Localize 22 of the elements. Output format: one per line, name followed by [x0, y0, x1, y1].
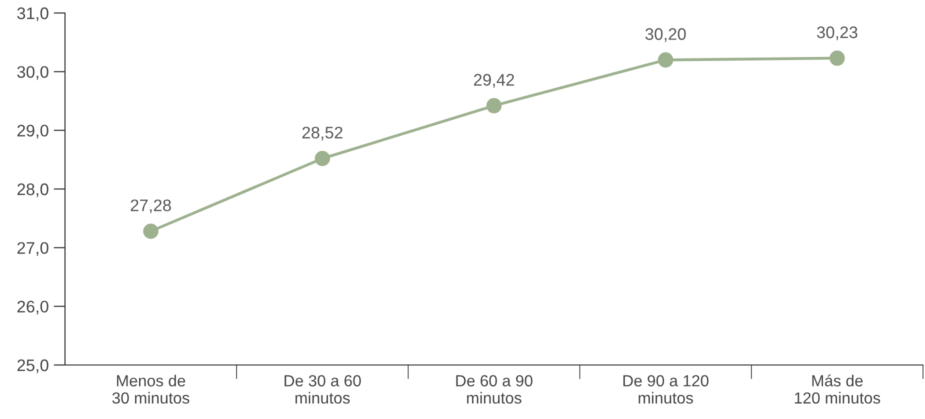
- data-label: 30,23: [816, 26, 858, 40]
- point: [143, 224, 158, 239]
- data-label: 27,28: [130, 199, 171, 214]
- y-tick-label: 25,0: [17, 359, 48, 374]
- data-label: 29,42: [474, 74, 514, 88]
- x-tick-label: Menos de 30 minutos: [112, 374, 190, 404]
- y-tick-label: 31,0: [17, 7, 48, 22]
- point: [486, 98, 502, 114]
- y-tick-label: 28,0: [17, 183, 48, 198]
- point: [658, 52, 674, 68]
- x-tick-label: De 30 a 60 minutos: [284, 375, 361, 404]
- data-label: 30,20: [645, 28, 686, 42]
- y-tick-label: 30,0: [17, 66, 48, 80]
- y-tick-label: 27,0: [17, 242, 48, 256]
- y-tick-label: 26,0: [17, 300, 48, 315]
- point: [314, 150, 330, 166]
- point: [830, 50, 845, 66]
- data-label: 28,52: [302, 126, 342, 140]
- x-tick-label: De 60 a 90 minutos: [456, 375, 532, 404]
- y-tick-label: 29,0: [17, 124, 48, 139]
- x-tick-label: De 90 a 120 minutos: [623, 375, 708, 404]
- x-tick-label: Más de 120 minutos: [794, 374, 880, 404]
